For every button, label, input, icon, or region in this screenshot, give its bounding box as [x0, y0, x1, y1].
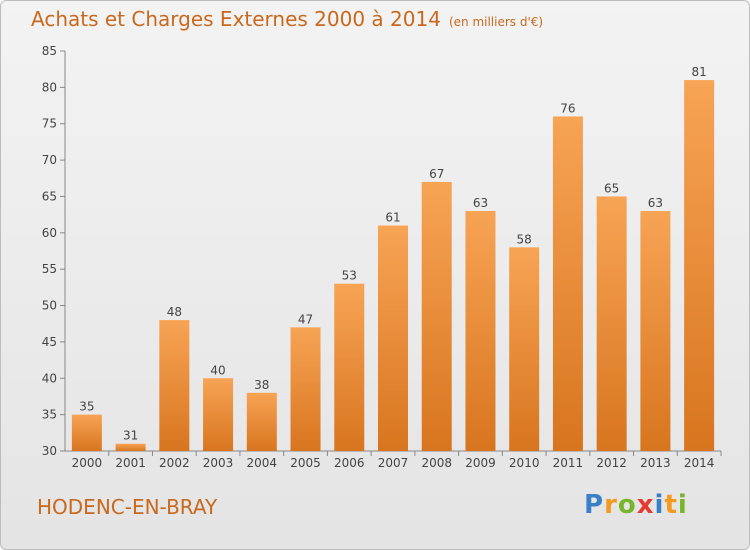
bar-value-label: 47: [298, 312, 313, 326]
bar-value-label: 81: [691, 65, 706, 79]
bar-2009: [465, 211, 496, 451]
y-tick-label: 85: [42, 44, 57, 58]
x-tick-label: 2005: [290, 456, 321, 470]
y-tick-label: 35: [42, 408, 57, 422]
bar-2007: [378, 225, 408, 451]
logo-letter: P: [584, 490, 605, 520]
y-tick-label: 55: [42, 262, 57, 276]
x-tick-label: 2000: [72, 456, 103, 470]
y-tick-label: 70: [42, 153, 57, 167]
logo-letter: x: [636, 490, 655, 520]
x-tick-label: 2007: [378, 456, 409, 470]
y-tick-label: 65: [42, 189, 57, 203]
y-tick-label: 50: [42, 299, 57, 313]
commune-name: HODENC-EN-BRAY: [37, 495, 218, 519]
bar-2002: [159, 320, 190, 451]
bar-2011: [552, 116, 583, 452]
y-tick-label: 60: [42, 226, 57, 240]
x-tick-label: 2010: [509, 456, 540, 470]
bar-2005: [290, 327, 321, 451]
bar-2008: [421, 181, 452, 451]
bar-2013: [640, 211, 671, 451]
proxiti-logo: Proxiti: [584, 490, 688, 520]
bar-2001: [115, 443, 146, 451]
bar-2006: [334, 283, 365, 451]
bar-value-label: 38: [254, 378, 269, 392]
x-tick-label: 2008: [421, 456, 452, 470]
bar-2000: [71, 414, 102, 451]
bar-value-label: 63: [648, 196, 663, 210]
x-tick-label: 2009: [465, 456, 496, 470]
x-tick-label: 2014: [684, 456, 715, 470]
chart-title-text: Achats et Charges Externes 2000 à 2014: [31, 7, 441, 31]
y-tick-label: 80: [42, 80, 57, 94]
x-tick-label: 2001: [115, 456, 146, 470]
bar-value-label: 76: [560, 101, 575, 115]
bar-value-label: 61: [385, 211, 400, 225]
x-tick-label: 2002: [159, 456, 190, 470]
bar-value-label: 65: [604, 181, 619, 195]
logo-letter: i: [677, 490, 688, 520]
chart-title: Achats et Charges Externes 2000 à 2014 (e…: [31, 7, 543, 31]
y-tick-label: 40: [42, 371, 57, 385]
bar-value-label: 58: [517, 232, 532, 246]
x-tick-label: 2006: [334, 456, 365, 470]
x-tick-label: 2013: [640, 456, 671, 470]
x-tick-label: 2012: [596, 456, 627, 470]
logo-letter: r: [604, 490, 618, 520]
x-tick-label: 2011: [553, 456, 584, 470]
y-tick-label: 75: [42, 117, 57, 131]
y-tick-label: 30: [42, 444, 57, 458]
chart-unit: (en milliers d'€): [448, 15, 544, 29]
bar-value-label: 48: [167, 305, 182, 319]
bar-2003: [203, 378, 234, 451]
x-tick-label: 2003: [203, 456, 234, 470]
bar-2012: [596, 196, 627, 451]
bar-2010: [509, 247, 540, 451]
bar-value-label: 31: [123, 429, 138, 443]
logo-letter: o: [617, 490, 637, 520]
logo-letter: t: [664, 490, 678, 520]
bar-2014: [684, 80, 715, 451]
bar-value-label: 53: [342, 269, 357, 283]
bar-2004: [246, 392, 277, 451]
bar-value-label: 67: [429, 167, 444, 181]
bar-value-label: 40: [210, 363, 225, 377]
y-tick-label: 45: [42, 335, 57, 349]
logo-letter: i: [654, 490, 665, 520]
x-tick-label: 2004: [247, 456, 278, 470]
bar-value-label: 35: [79, 400, 94, 414]
bar-value-label: 63: [473, 196, 488, 210]
